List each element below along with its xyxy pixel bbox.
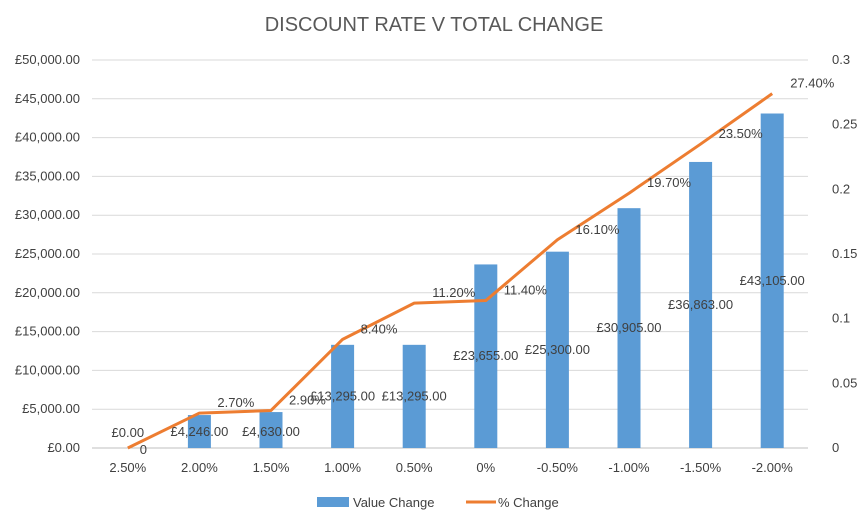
left-tick-label: £40,000.00 (15, 130, 80, 145)
left-tick-label: £20,000.00 (15, 285, 80, 300)
left-tick-label: £15,000.00 (15, 324, 80, 339)
bar-data-label: £30,905.00 (596, 320, 661, 335)
left-tick-label: £35,000.00 (15, 168, 80, 183)
bar-data-label: £25,300.00 (525, 342, 590, 357)
line-data-label: 8.40% (361, 321, 398, 336)
bar-value-change (760, 113, 784, 449)
bar-data-label: £4,246.00 (170, 424, 228, 439)
x-tick-label: -1.50% (680, 460, 722, 475)
bar-data-label: £43,105.00 (740, 273, 805, 288)
line-pct-change (127, 92, 774, 450)
left-tick-label: £50,000.00 (15, 52, 80, 67)
line-data-label: 23.50% (719, 126, 764, 141)
bar-series (187, 113, 784, 449)
legend-label-pct-change: % Change (498, 495, 559, 510)
x-tick-label: 1.00% (324, 460, 361, 475)
left-tick-label: £30,000.00 (15, 207, 80, 222)
x-tick-label: 0% (476, 460, 495, 475)
chart-title: DISCOUNT RATE V TOTAL CHANGE (265, 14, 604, 36)
line-data-label: 11.40% (504, 283, 548, 298)
left-tick-label: £5,000.00 (22, 401, 80, 416)
legend: Value Change % Change (317, 495, 559, 510)
bar-value-change (689, 161, 713, 448)
bar-data-label: £13,295.00 (382, 388, 447, 403)
x-tick-label: -2.00% (752, 460, 794, 475)
legend-label-value-change: Value Change (353, 495, 434, 510)
line-data-label: 16.10% (575, 222, 620, 237)
x-tick-label: -0.50% (537, 460, 579, 475)
right-tick-label: 0.15 (832, 246, 857, 261)
line-data-label: 0 (140, 442, 147, 457)
bar-data-label: £36,863.00 (668, 297, 733, 312)
line-data-label: 11.20% (432, 285, 476, 300)
right-tick-label: 0.25 (832, 117, 857, 132)
bar-value-change (617, 208, 641, 448)
line-series (127, 92, 774, 450)
legend-swatch-value-change (317, 497, 349, 507)
x-tick-label: -1.00% (608, 460, 650, 475)
left-axis: £0.00 £5,000.00 £10,000.00 £15,000.00 £20,00… (15, 52, 80, 455)
line-data-label: 27.40% (790, 76, 835, 91)
x-tick-label: 0.50% (396, 460, 433, 475)
bar-data-labels: £0.00 £4,246.00 £4,630.00 £13,295.00 £13,295… (112, 273, 805, 440)
right-axis: 0 0.05 0.1 0.15 0.2 0.25 0.3 (832, 52, 857, 455)
line-data-label: 2.70% (217, 395, 254, 410)
bar-value-change (545, 251, 569, 448)
bar-value-change (474, 264, 498, 448)
left-tick-label: £0.00 (47, 440, 80, 455)
bar-value-change (259, 412, 283, 448)
bar-value-change (331, 344, 355, 448)
x-tick-label: 2.50% (109, 460, 146, 475)
right-tick-label: 0.2 (832, 181, 850, 196)
left-tick-label: £10,000.00 (15, 362, 80, 377)
x-axis: 2.50% 2.00% 1.50% 1.00% 0.50% 0% -0.50% -1.00% -… (109, 460, 793, 475)
bar-value-change (187, 415, 211, 448)
bar-value-change (402, 344, 426, 448)
bar-data-label: £4,630.00 (242, 424, 300, 439)
line-data-labels: 0 2.70% 2.90% 8.40% 11.20% 11.40% 16.10% 19.70%… (140, 76, 835, 457)
left-tick-label: £45,000.00 (15, 91, 80, 106)
right-tick-label: 0.1 (832, 311, 850, 326)
x-tick-label: 1.50% (253, 460, 290, 475)
x-tick-label: 2.00% (181, 460, 218, 475)
left-tick-label: £25,000.00 (15, 246, 80, 261)
bar-data-label: £13,295.00 (310, 388, 375, 403)
gridlines (92, 59, 808, 449)
line-data-label: 19.70% (647, 175, 692, 190)
line-data-label: 2.90% (289, 392, 326, 407)
bar-data-label: £23,655.00 (453, 348, 518, 363)
right-tick-label: 0 (832, 440, 839, 455)
right-tick-label: 0.05 (832, 375, 857, 390)
right-tick-label: 0.3 (832, 52, 850, 67)
bar-data-label: £0.00 (112, 425, 145, 440)
